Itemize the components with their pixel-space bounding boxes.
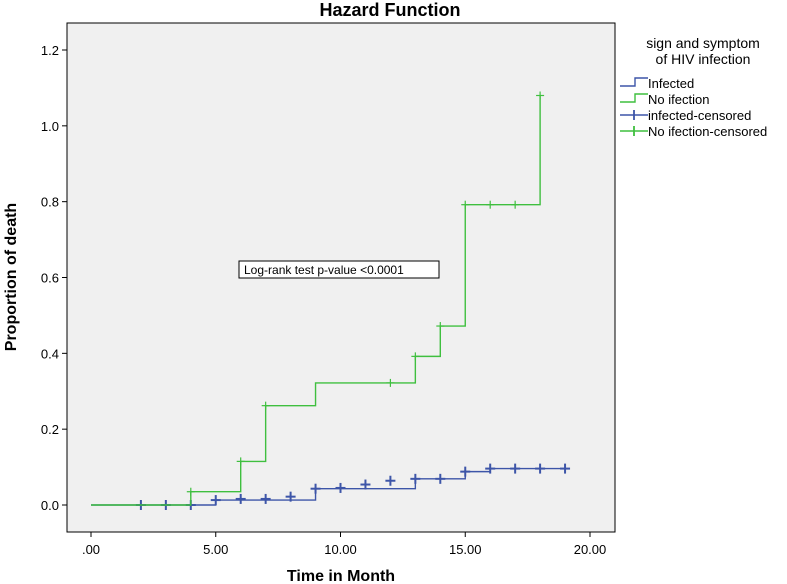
legend-item: No ifection (620, 92, 709, 107)
censor-mark (485, 463, 496, 474)
censor-mark (435, 473, 446, 484)
censor-mark (186, 487, 195, 496)
censor-mark (335, 482, 346, 493)
x-axis-title: Time in Month (287, 568, 395, 584)
legend-item: infected-censored (620, 108, 751, 123)
legend-title-line-1: sign and symptom (646, 35, 760, 51)
censor-mark (410, 473, 421, 484)
annotation-text: Log-rank test p-value <0.0001 (244, 263, 404, 277)
censor-mark (261, 401, 270, 410)
y-tick-label: 0.8 (41, 195, 59, 210)
censor-mark (511, 200, 520, 209)
x-tick-label: 10.00 (324, 542, 357, 557)
censor-mark (236, 457, 245, 466)
censor-mark (310, 483, 321, 494)
censor-mark (260, 493, 271, 504)
legend: sign and symptom of HIV infection Infect… (620, 35, 767, 139)
censor-mark (285, 491, 296, 502)
y-tick-label: 0.2 (41, 422, 59, 437)
legend-step-icon (620, 77, 648, 87)
y-tick-label: 0.6 (41, 271, 59, 286)
censor-mark (436, 322, 445, 331)
censor-mark (210, 495, 221, 506)
annotation: Log-rank test p-value <0.0001 (238, 260, 440, 279)
series-line (91, 95, 541, 506)
censor-mark (411, 352, 420, 361)
censor-mark (535, 463, 546, 474)
legend-title-line-2: of HIV infection (656, 51, 751, 67)
series-layer (91, 91, 571, 510)
legend-label: Infected (648, 76, 694, 91)
censor-mark (536, 91, 545, 100)
censor-mark (385, 475, 396, 486)
x-tick-label: .00 (82, 542, 100, 557)
censor-mark (510, 463, 521, 474)
axes: 0.0 0.2 0.4 0.6 0.8 1.0 1.2 .00 5.00 10.00 15.00 20… (41, 43, 606, 557)
y-tick-label: 1.0 (41, 119, 59, 134)
y-tick-label: 1.2 (41, 43, 59, 58)
y-tick-label: 0.4 (41, 346, 59, 361)
legend-label: No ifection-censored (648, 124, 767, 139)
y-axis-title: Proportion of death (3, 203, 20, 351)
y-tick-label: 0.0 (41, 498, 59, 513)
legend-item: Infected (620, 76, 694, 91)
censor-mark (461, 200, 470, 209)
censor-mark (560, 463, 571, 474)
censor-mark (386, 378, 395, 387)
x-tick-label: 20.00 (574, 542, 607, 557)
legend-label: No ifection (648, 92, 709, 107)
legend-item: No ifection-censored (620, 124, 767, 139)
censor-mark (460, 466, 471, 477)
censor-mark (235, 493, 246, 504)
annotation-box (238, 260, 440, 279)
x-tick-label: 15.00 (449, 542, 482, 557)
x-tick-label: 5.00 (203, 542, 228, 557)
chart-title: Hazard Function (319, 0, 460, 20)
legend-step-icon (620, 93, 648, 103)
legend-label: infected-censored (648, 108, 751, 123)
censor-mark (486, 200, 495, 209)
censor-mark (360, 479, 371, 490)
